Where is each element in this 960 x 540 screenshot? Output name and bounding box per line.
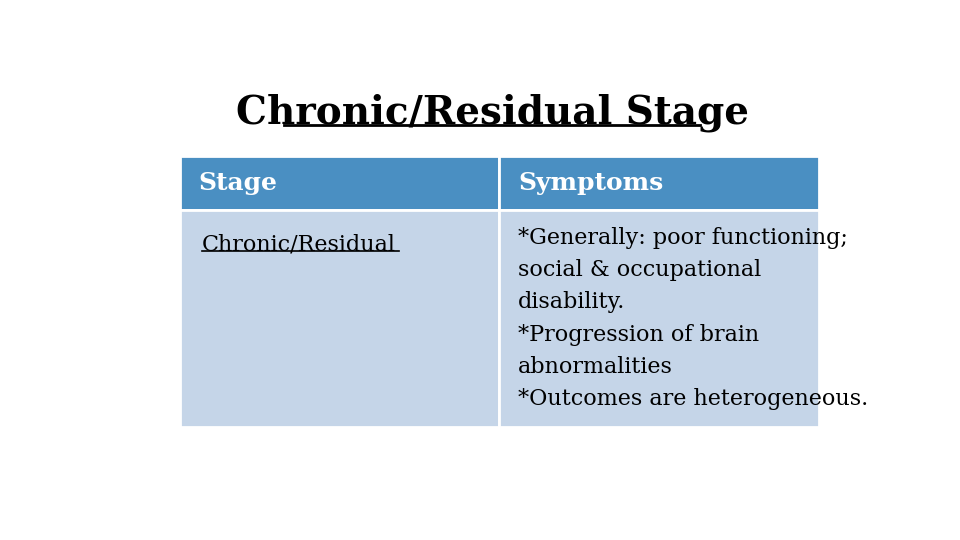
Text: *Generally: poor functioning;
social & occupational
disability.
*Progression of : *Generally: poor functioning; social & o… <box>518 227 868 410</box>
FancyBboxPatch shape <box>499 210 820 427</box>
FancyBboxPatch shape <box>499 156 820 210</box>
Text: Chronic/Residual Stage: Chronic/Residual Stage <box>235 94 749 132</box>
Text: Chronic/Residual: Chronic/Residual <box>202 233 396 255</box>
FancyBboxPatch shape <box>180 156 499 210</box>
Text: Stage: Stage <box>198 171 277 195</box>
FancyBboxPatch shape <box>180 210 499 427</box>
Text: Symptoms: Symptoms <box>518 171 663 195</box>
